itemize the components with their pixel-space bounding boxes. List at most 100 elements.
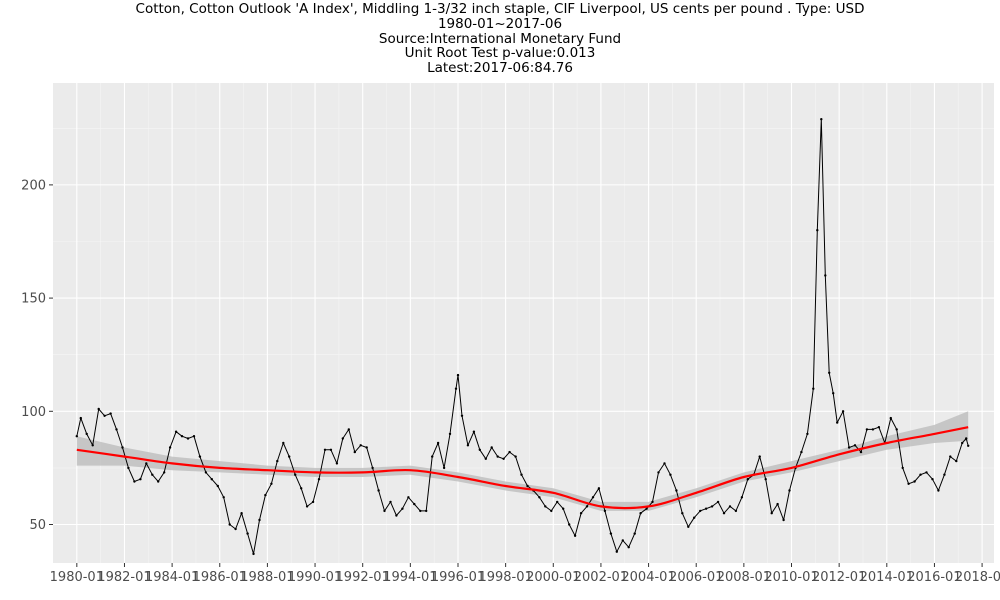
data-point: [832, 392, 835, 395]
data-point: [264, 493, 267, 497]
data-point: [180, 435, 184, 438]
data-point: [163, 471, 166, 474]
data-point: [151, 473, 154, 476]
data-point: [859, 450, 863, 454]
data-point: [168, 446, 172, 449]
data-point: [216, 484, 219, 488]
data-point: [234, 527, 237, 531]
data-point: [776, 502, 779, 506]
data-point: [121, 446, 124, 449]
data-point: [965, 437, 968, 440]
series-line-trend: [76, 426, 969, 510]
data-point: [657, 471, 660, 474]
data-point: [145, 462, 148, 465]
x-tick-label: 1988-01: [240, 570, 294, 585]
data-point: [740, 496, 744, 499]
data-point: [157, 480, 160, 483]
data-point: [770, 512, 773, 515]
data-point: [591, 496, 595, 499]
data-point: [204, 471, 208, 474]
trend-confidence-band: [76, 411, 969, 511]
x-tick-label: 1994-01: [383, 570, 437, 585]
x-tick-label: 1982-01: [97, 570, 151, 585]
data-point: [436, 441, 440, 445]
data-point: [782, 518, 785, 522]
data-point: [877, 426, 881, 429]
data-point: [847, 446, 851, 449]
data-point: [472, 430, 476, 433]
chart-title: Cotton, Cotton Outlook 'A Index', Middli…: [0, 2, 1000, 76]
data-point: [317, 478, 321, 481]
data-point: [335, 462, 339, 465]
data-point: [389, 500, 392, 504]
data-point: [496, 455, 499, 458]
data-point: [675, 489, 678, 492]
data-point: [865, 428, 869, 431]
data-point: [931, 478, 934, 481]
data-point: [722, 512, 726, 515]
x-tick-label: 1996-01: [431, 570, 485, 585]
data-point: [949, 455, 952, 458]
data-point: [460, 414, 464, 417]
data-point: [502, 457, 505, 460]
data-point: [967, 444, 970, 447]
data-point: [621, 539, 624, 542]
data-point: [901, 466, 904, 470]
trend-layer: [76, 426, 969, 510]
x-tick-label: 2014-01: [860, 570, 914, 585]
data-point: [133, 480, 136, 483]
data-point: [562, 507, 565, 510]
data-point: [240, 512, 243, 515]
data-point: [615, 550, 618, 553]
data-point: [258, 518, 261, 522]
data-point: [871, 428, 875, 431]
x-tick-label: 2016-01: [907, 570, 961, 585]
data-point: [270, 482, 273, 485]
data-point: [127, 466, 130, 470]
data-point: [454, 387, 458, 390]
data-point: [663, 462, 666, 465]
data-point: [925, 471, 928, 474]
data-point: [820, 118, 823, 121]
data-point: [431, 455, 434, 458]
data-point: [139, 478, 142, 481]
data-point: [889, 416, 892, 420]
x-tick-label: 2002-01: [574, 570, 628, 585]
data-point: [425, 509, 428, 513]
data-point: [526, 484, 529, 488]
x-tick-label: 1998-01: [478, 570, 532, 585]
data-point: [288, 455, 291, 458]
data-point: [907, 482, 910, 485]
data-point: [651, 500, 654, 504]
data-point: [401, 507, 404, 510]
data-point: [395, 514, 398, 517]
data-point: [478, 448, 481, 451]
data-point: [853, 444, 857, 447]
data-point: [294, 473, 297, 476]
y-tick-label: 150: [21, 292, 46, 307]
data-point: [347, 428, 350, 431]
data-point: [413, 502, 416, 506]
data-point: [639, 512, 642, 515]
data-point: [556, 500, 559, 504]
data-point: [520, 473, 523, 476]
data-point: [693, 516, 696, 519]
axis-layer: 1980-011982-011984-011986-011988-011990-…: [21, 178, 1000, 585]
data-point: [961, 441, 964, 445]
x-tick-label: 2010-01: [764, 570, 818, 585]
data-point: [955, 459, 958, 463]
data-point: [282, 441, 285, 445]
data-point: [746, 478, 749, 481]
data-point: [353, 450, 356, 454]
data-point: [115, 428, 118, 431]
x-tick-label: 2008-01: [717, 570, 771, 585]
data-point: [633, 532, 636, 535]
data-point: [645, 507, 648, 510]
data-point: [716, 500, 720, 504]
data-point: [246, 532, 249, 535]
points-layer: [75, 118, 970, 556]
grid-major: [53, 83, 994, 563]
data-point: [806, 432, 809, 436]
data-point: [585, 505, 589, 508]
data-point: [109, 412, 112, 415]
